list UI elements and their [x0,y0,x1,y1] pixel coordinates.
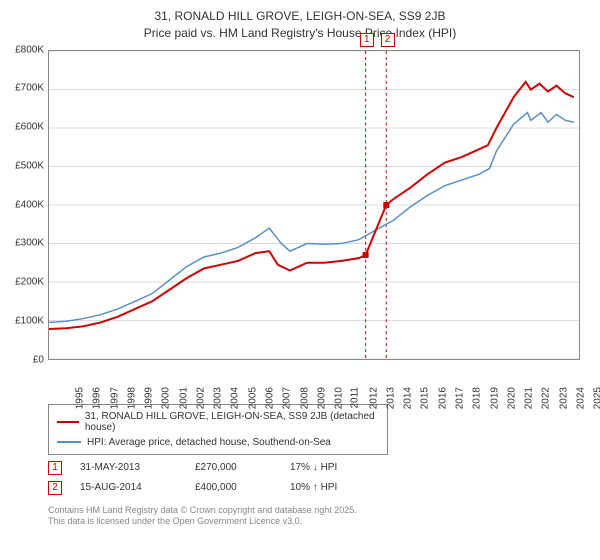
x-tick-label: 2009 [316,387,327,409]
x-tick-label: 2000 [161,387,172,409]
x-tick-label: 2005 [247,387,258,409]
x-tick-label: 2011 [350,387,361,409]
x-tick-label: 2025 [592,387,600,409]
chart-svg [49,51,579,359]
transaction-row: 2 15-AUG-2014£400,00010% ↑ HPI [48,481,590,495]
x-tick-label: 1999 [143,387,154,409]
y-tick-label: £500K [8,160,44,171]
transaction-badge: 1 [48,461,62,475]
x-tick-label: 2010 [333,387,344,409]
footer-line-1: Contains HM Land Registry data © Crown c… [48,505,590,517]
transaction-price: £400,000 [195,482,290,493]
legend-item: 31, RONALD HILL GROVE, LEIGH-ON-SEA, SS9… [57,409,379,435]
transaction-date: 15-AUG-2014 [80,482,195,493]
x-tick-label: 2018 [472,387,483,409]
x-tick-label: 1997 [109,387,120,409]
transaction-badge: 2 [48,481,62,495]
transaction-pct: 17% ↓ HPI [290,462,410,473]
transaction-list: 1 31-MAY-2013£270,00017% ↓ HPI 2 15-AUG-201… [10,461,590,495]
y-tick-label: £0 [8,354,44,365]
y-tick-label: £300K [8,238,44,249]
x-tick-label: 2024 [575,387,586,409]
footer-attribution: Contains HM Land Registry data © Crown c… [48,505,590,528]
x-tick-label: 2021 [523,387,534,409]
x-tick-label: 2014 [402,387,413,409]
legend-label: HPI: Average price, detached house, Sout… [87,437,331,448]
x-tick-label: 2019 [489,387,500,409]
vline-badge: 1 [360,33,374,47]
x-tick-label: 2017 [454,387,465,409]
legend-box: 31, RONALD HILL GROVE, LEIGH-ON-SEA, SS9… [48,404,388,455]
transaction-pct: 10% ↑ HPI [290,482,410,493]
x-tick-label: 1998 [126,387,137,409]
y-tick-label: £100K [8,315,44,326]
footer-line-2: This data is licensed under the Open Gov… [48,516,590,528]
legend-item: HPI: Average price, detached house, Sout… [57,435,379,450]
transaction-price: £270,000 [195,462,290,473]
y-tick-label: £800K [8,44,44,55]
x-tick-label: 2004 [230,387,241,409]
title-line-2: Price paid vs. HM Land Registry's House … [10,25,590,42]
transaction-row: 1 31-MAY-2013£270,00017% ↓ HPI [48,461,590,475]
legend-label: 31, RONALD HILL GROVE, LEIGH-ON-SEA, SS9… [85,411,379,433]
x-tick-label: 2023 [558,387,569,409]
x-tick-label: 2022 [541,387,552,409]
x-tick-label: 2012 [368,387,379,409]
x-tick-label: 2020 [506,387,517,409]
chart-title-block: 31, RONALD HILL GROVE, LEIGH-ON-SEA, SS9… [10,8,590,42]
y-tick-label: £400K [8,199,44,210]
chart-area: £0£100K£200K£300K£400K£500K£600K£700K£80… [10,50,580,390]
title-line-1: 31, RONALD HILL GROVE, LEIGH-ON-SEA, SS9… [10,8,590,25]
x-tick-label: 1996 [92,387,103,409]
legend-swatch [57,441,81,443]
x-tick-label: 1995 [74,387,85,409]
x-tick-label: 2013 [385,387,396,409]
x-tick-label: 2008 [299,387,310,409]
plot-region: 12 [48,50,580,360]
x-tick-label: 2016 [437,387,448,409]
y-tick-label: £700K [8,83,44,94]
vline-badge: 2 [381,33,395,47]
transaction-date: 31-MAY-2013 [80,462,195,473]
x-tick-label: 2015 [420,387,431,409]
x-tick-label: 2007 [282,387,293,409]
x-tick-label: 2002 [195,387,206,409]
y-tick-label: £600K [8,122,44,133]
legend-swatch [57,421,79,423]
x-tick-label: 2006 [264,387,275,409]
x-tick-label: 2003 [212,387,223,409]
y-tick-label: £200K [8,277,44,288]
x-tick-label: 2001 [178,387,189,409]
